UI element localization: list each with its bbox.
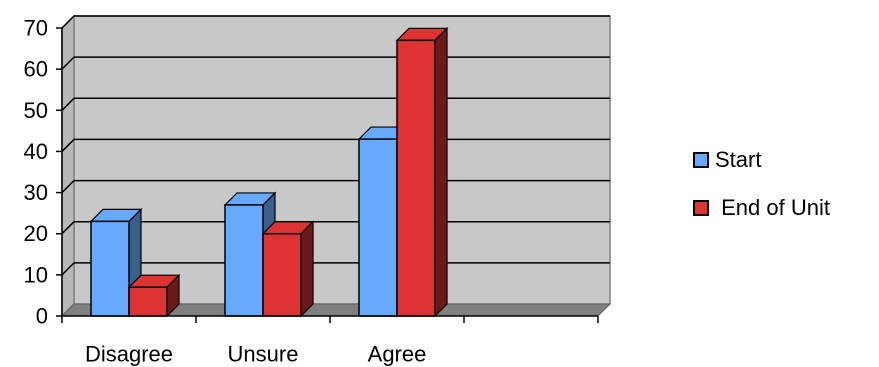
plot-side-wall xyxy=(61,14,75,318)
y-tick-label: 20 xyxy=(24,221,48,246)
bar-side xyxy=(300,220,314,318)
legend-label-end-of-unit: End of Unit xyxy=(715,195,830,220)
gridline-side xyxy=(61,262,75,276)
bar-side xyxy=(434,26,448,318)
gridline-side xyxy=(61,15,75,29)
gridline-side xyxy=(61,97,75,111)
y-tick-label: 60 xyxy=(24,57,48,82)
legend-swatch-start xyxy=(693,152,709,168)
y-tick-label: 70 xyxy=(24,16,48,41)
bar xyxy=(396,39,436,317)
y-tick-label: 10 xyxy=(24,262,48,287)
legend-item-start: Start xyxy=(693,147,762,172)
y-tick-label: 50 xyxy=(24,98,48,123)
x-tick-label: Unsure xyxy=(228,342,299,367)
bar xyxy=(358,138,398,317)
gridline-side xyxy=(61,56,75,70)
legend-label-start: Start xyxy=(715,147,762,172)
gridline-side xyxy=(61,221,75,235)
bar xyxy=(128,286,168,317)
plot-back-wall xyxy=(73,15,611,305)
y-tick-label: 0 xyxy=(36,304,48,329)
y-tick-label: 30 xyxy=(24,180,48,205)
bar xyxy=(224,204,264,317)
gridline-side xyxy=(61,138,75,152)
y-tick-label: 40 xyxy=(24,139,48,164)
gridline-side xyxy=(61,180,75,194)
x-tick-label: Disagree xyxy=(85,342,173,367)
x-tick-label: Agree xyxy=(368,342,427,367)
bar xyxy=(90,220,130,317)
legend-swatch-end-of-unit xyxy=(693,200,709,216)
legend-item-end-of-unit: End of Unit xyxy=(693,195,830,220)
bar xyxy=(262,232,302,317)
